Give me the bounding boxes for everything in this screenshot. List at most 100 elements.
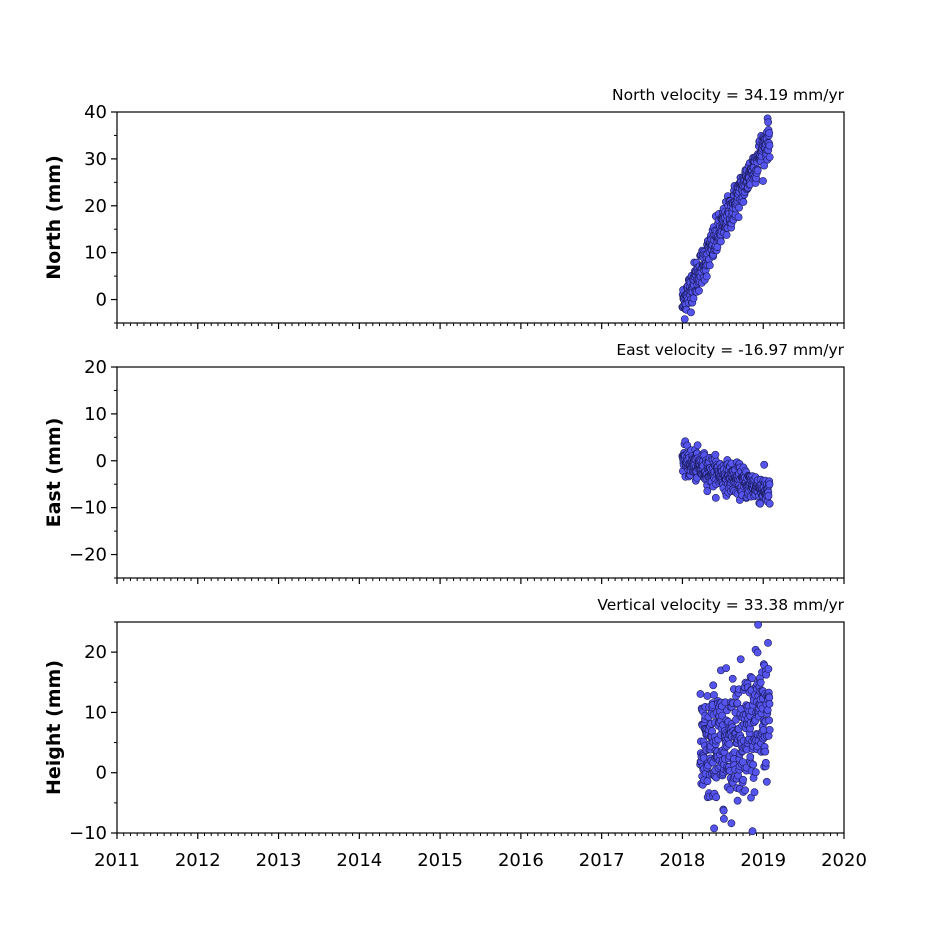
series-points [678, 437, 774, 508]
data-point [709, 681, 718, 690]
panel-2: East velocity = -16.97 mm/yr East (mm)−20… [43, 341, 845, 584]
y-tick-label: −20 [69, 545, 107, 566]
data-point [733, 796, 742, 805]
data-point [760, 161, 769, 170]
data-point [741, 786, 749, 795]
panel-3: Vertical velocity = 33.38 mm/yr Height (m… [43, 596, 867, 871]
y-tick-label: 0 [96, 451, 107, 472]
data-point [751, 768, 760, 777]
data-point [726, 785, 734, 794]
data-point [680, 315, 689, 323]
y-axis-label: East (mm) [43, 418, 65, 528]
data-point [702, 272, 711, 281]
panel-title: East velocity = -16.97 mm/yr [616, 341, 844, 359]
data-point [719, 806, 728, 815]
data-point [764, 639, 772, 647]
data-point [761, 747, 770, 756]
data-point [735, 203, 743, 212]
data-point [754, 620, 762, 629]
series-points [678, 114, 774, 323]
series-points [696, 620, 774, 836]
x-tick-label: 2015 [417, 850, 463, 871]
y-tick-label: 10 [84, 702, 107, 723]
data-point [703, 487, 712, 496]
x-tick-label: 2016 [498, 850, 544, 871]
y-tick-label: 0 [96, 290, 107, 311]
y-tick-label: 0 [96, 763, 107, 784]
y-tick-label: 30 [84, 149, 107, 170]
data-point [710, 691, 718, 699]
y-tick-label: 20 [84, 357, 107, 378]
data-point [753, 648, 762, 657]
x-tick-label: 2013 [256, 850, 302, 871]
x-tick-label: 2020 [821, 850, 867, 871]
data-point [765, 700, 774, 708]
data-point [764, 665, 773, 673]
data-point [725, 740, 734, 748]
data-point [765, 153, 774, 161]
data-point [736, 655, 745, 664]
data-point [695, 286, 703, 295]
data-point [748, 674, 756, 683]
x-tick-label: 2012 [175, 850, 221, 871]
data-point [711, 493, 720, 502]
data-point [727, 819, 736, 828]
x-tick-label: 2019 [740, 850, 786, 871]
data-point [750, 788, 759, 797]
data-point [747, 793, 755, 802]
data-point [765, 716, 773, 725]
data-point [703, 692, 712, 700]
y-tick-label: 40 [84, 102, 107, 123]
y-tick-label: 10 [84, 243, 107, 264]
x-tick-label: 2017 [579, 850, 625, 871]
y-axis-label: Height (mm) [43, 660, 65, 795]
data-point [728, 674, 737, 683]
data-point [760, 460, 769, 469]
y-axis-label: North (mm) [43, 155, 65, 280]
data-point [712, 793, 721, 802]
data-point [749, 760, 758, 769]
data-point [764, 118, 772, 127]
data-point [722, 664, 731, 672]
data-point [746, 753, 755, 761]
y-tick-label: 10 [84, 404, 107, 425]
data-point [693, 441, 702, 450]
data-point [765, 726, 774, 734]
x-tick-label: 2014 [336, 850, 382, 871]
x-tick-label: 2018 [660, 850, 706, 871]
data-point [765, 129, 774, 137]
data-point [765, 499, 774, 508]
data-point [759, 177, 767, 185]
data-point [696, 690, 705, 698]
y-tick-label: 20 [84, 196, 107, 217]
data-point [733, 699, 742, 708]
data-point [710, 824, 718, 833]
data-point [717, 237, 725, 246]
data-point [739, 775, 747, 784]
data-point [703, 777, 712, 786]
data-point [748, 827, 757, 836]
data-point [762, 777, 771, 786]
data-point [711, 450, 720, 459]
panel-title: Vertical velocity = 33.38 mm/yr [597, 596, 844, 614]
y-tick-label: −10 [69, 498, 107, 519]
y-tick-label: −10 [69, 823, 107, 844]
data-point [756, 499, 765, 508]
data-point [761, 758, 770, 767]
data-point [705, 261, 714, 270]
data-point [753, 166, 762, 175]
data-point [722, 231, 731, 239]
data-point [739, 198, 748, 206]
panel-title: North velocity = 34.19 mm/yr [612, 86, 845, 104]
data-point [765, 480, 774, 489]
data-point [734, 213, 743, 221]
data-point [689, 294, 698, 303]
data-point [687, 308, 695, 317]
x-tick-label: 2011 [94, 850, 140, 871]
data-point [764, 491, 773, 500]
data-point [765, 141, 774, 150]
data-point [720, 815, 728, 823]
data-point [756, 678, 765, 687]
panel-1: North velocity = 34.19 mm/yr North (mm) 0 1… [43, 86, 845, 329]
